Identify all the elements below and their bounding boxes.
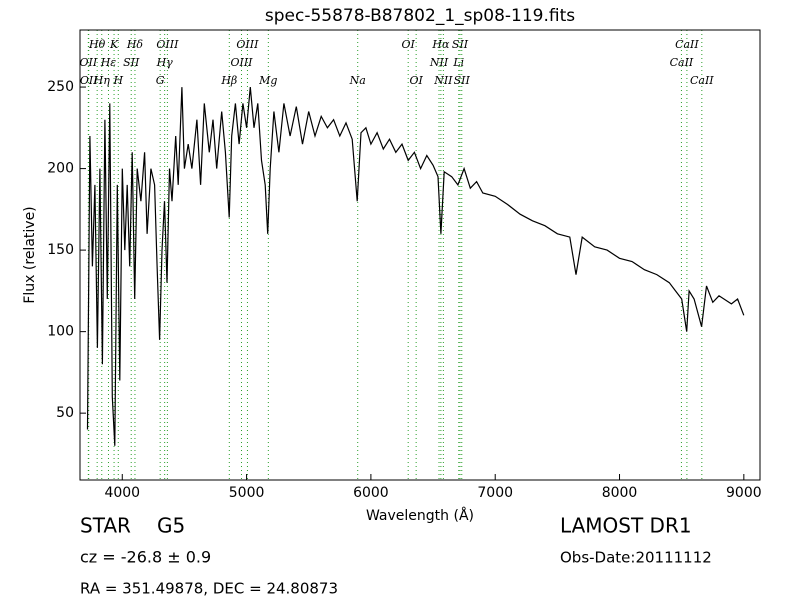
x-tick-label: 8000 [602, 485, 638, 501]
spectral-line-label: K [109, 38, 119, 51]
y-tick-label: 50 [56, 405, 74, 421]
spectral-line-label: OIII [236, 38, 259, 51]
y-tick-label: 150 [47, 242, 74, 258]
spectral-line-label: SII [452, 38, 469, 51]
spectral-line-label: CaII [690, 74, 714, 87]
spectral-line-label: Hγ [156, 56, 174, 69]
spectral-line-label: Hθ [88, 38, 106, 51]
spectral-line-label: OIII [230, 56, 253, 69]
x-tick-label: 4000 [104, 485, 140, 501]
redshift: cz = -26.8 ± 0.9 [80, 548, 211, 567]
spectral-line-label: OIII [156, 38, 179, 51]
x-axis-label: Wavelength (Å) [366, 507, 474, 524]
y-tick-label: 100 [47, 324, 74, 340]
spectral-line-label: SII [454, 74, 471, 87]
plot-frame [79, 29, 761, 481]
y-tick-label: 200 [47, 161, 74, 177]
x-tick-label: 7000 [477, 485, 513, 501]
x-tick-label: 6000 [353, 485, 389, 501]
spectral-line-label: Hα [431, 38, 450, 51]
subclass: G5 [157, 514, 185, 538]
spectral-line-label: Mg [258, 74, 277, 87]
spectral-line-label: CaII [670, 56, 694, 69]
spectral-line-label: Hβ [220, 74, 237, 87]
spectrum-line [86, 87, 745, 446]
spectral-line-label: Hε [100, 56, 117, 69]
spectral-line-label: Na [349, 74, 366, 87]
spectral-line-label: OI [409, 74, 423, 87]
survey: LAMOST DR1 [560, 514, 692, 538]
x-tick-label: 5000 [229, 485, 265, 501]
y-tick-label: 250 [47, 79, 74, 95]
spectral-line-label: Hη [93, 74, 111, 87]
coordinates: RA = 351.49878, DEC = 24.80873 [80, 580, 338, 598]
spectral-line-label: OII [80, 74, 98, 87]
spectral-line-label: H [112, 74, 123, 87]
object-class: STAR [80, 514, 131, 538]
spectral-line-label: OI [402, 38, 416, 51]
spectral-line-label: G [156, 74, 165, 87]
spectral-line-label: Li [452, 56, 464, 69]
spectral-line-label: NII [433, 74, 453, 87]
spectral-line-label: CaII [675, 38, 699, 51]
spectral-line-label: NII [429, 56, 449, 69]
x-tick-label: 9000 [726, 485, 762, 501]
y-axis-label: Flux (relative) [22, 206, 38, 303]
chart-title: spec-55878-B87802_1_sp08-119.fits [265, 6, 575, 26]
spectral-line-label: SII [123, 56, 140, 69]
obs-date: Obs-Date:20111112 [560, 549, 712, 567]
spectral-line-label: Hδ [126, 38, 144, 51]
